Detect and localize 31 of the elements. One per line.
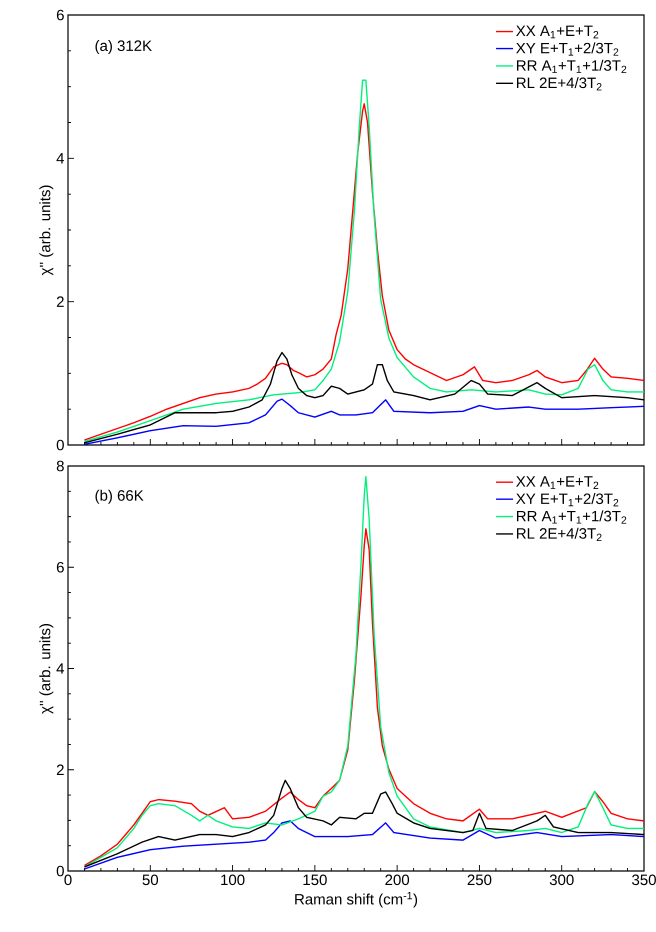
y-axis-title: χ'' (arb. units) [39, 186, 54, 276]
x-tick-label: 300 [550, 874, 574, 886]
y-tick-label: 4 [56, 663, 64, 674]
x-tick-label: 250 [468, 874, 492, 886]
legend-label: XY E+T$_{1}$+2/3T$_{2}$ [516, 42, 618, 56]
y-tick-label: 4 [56, 153, 64, 164]
legend-label: RL 2E+4/3T$_{2}$ [516, 528, 602, 542]
y-tick-label: 2 [56, 764, 64, 775]
x-tick-label: 200 [385, 874, 410, 886]
legend-label: RR A$_{1}$+T$_{1}$+1/3T$_{2}$ [516, 60, 626, 74]
x-tick-label: 100 [221, 874, 244, 886]
y-tick-label: 0 [56, 866, 64, 876]
y-tick-label: 0 [56, 440, 64, 450]
legend-label: XX A$_{1}$+E+T$_{2}$ [516, 476, 598, 489]
legend-label: RL 2E+4/3T$_{2}$ [516, 77, 602, 90]
y-tick-label: 6 [56, 10, 64, 20]
annotation: (b) 66K [95, 490, 144, 504]
x-axis-title: Raman shift (cm$^{-1}$) [295, 892, 418, 908]
x-tick-label: 150 [303, 874, 327, 886]
line-series [84, 820, 644, 870]
legend-label: XX A$_{1}$+E+T$_{2}$ [516, 26, 598, 38]
legend-label: XY E+T$_{1}$+2/3T$_{2}$ [516, 493, 618, 506]
x-tick-label: 0 [64, 874, 72, 886]
y-axis-title: χ'' (arb. units) [39, 624, 54, 714]
y-tick-label: 2 [56, 296, 64, 307]
y-tick-label: 6 [56, 562, 64, 573]
legend-label: RR A$_{1}$+T$_{1}$+1/3T$_{2}$ [516, 510, 626, 524]
x-tick-label: 50 [142, 874, 158, 886]
annotation: (a) 312K [95, 40, 152, 54]
y-tick-label: 8 [56, 460, 64, 472]
x-tick-label: 350 [632, 874, 656, 886]
